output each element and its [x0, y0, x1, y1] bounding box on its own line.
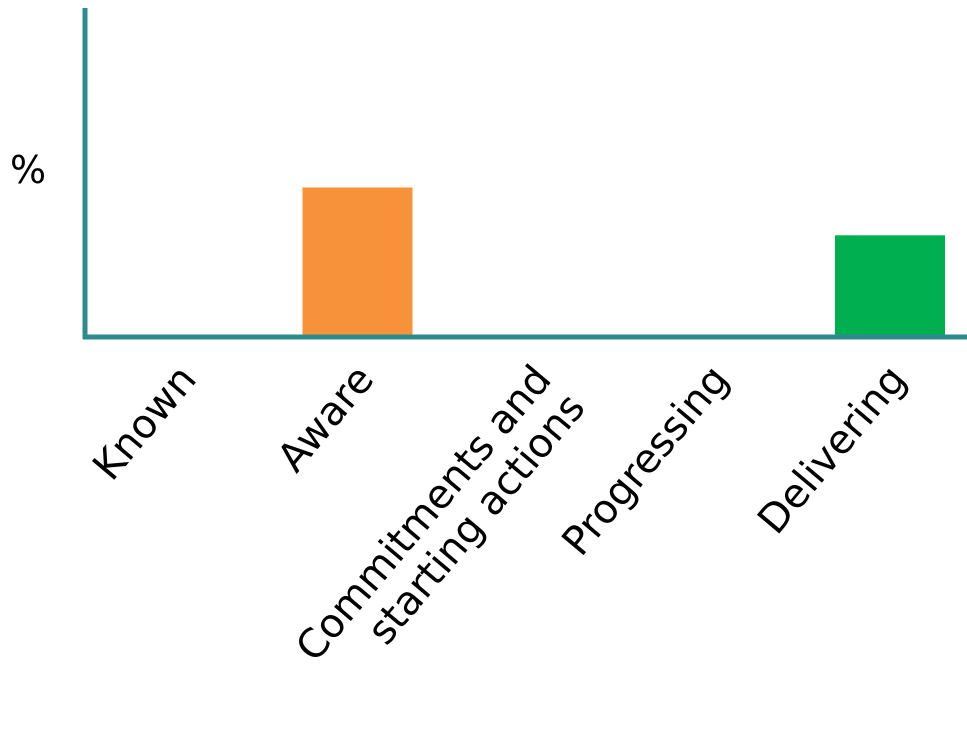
- axes-group: [82, 8, 967, 340]
- x-tick-label-line: Known: [84, 357, 205, 489]
- x-tick-label-line: Delivering: [749, 357, 916, 543]
- bar-2: [302, 187, 413, 337]
- bars-group: [302, 187, 945, 337]
- x-tick-label-4: Progressing: [553, 357, 738, 565]
- x-tick-label-line: Aware: [269, 357, 383, 481]
- x-tick-label-1: Known: [84, 357, 205, 489]
- x-tick-label-2: Aware: [269, 357, 383, 481]
- x-tick-label-line: Progressing: [553, 357, 738, 565]
- x-tick-label-5: Delivering: [749, 357, 916, 543]
- y-axis-label: %: [10, 148, 46, 192]
- bar-5: [835, 235, 945, 337]
